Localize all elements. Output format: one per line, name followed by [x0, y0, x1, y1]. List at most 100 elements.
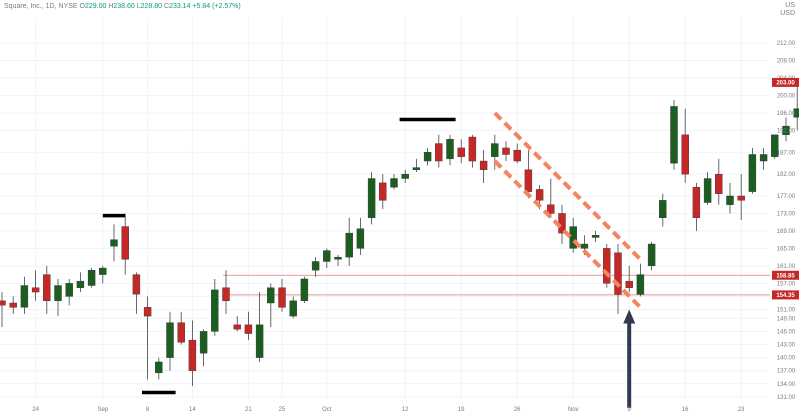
ohlc-label-o: O	[79, 3, 85, 10]
candle-body[interactable]	[535, 189, 544, 201]
candle-body[interactable]	[446, 138, 454, 160]
candle-body[interactable]	[65, 283, 73, 297]
candle-body[interactable]	[166, 322, 174, 358]
candle-body[interactable]	[367, 178, 376, 219]
candle-body[interactable]	[155, 361, 163, 374]
candle-body[interactable]	[647, 243, 656, 267]
y-tick-label: 169.00	[777, 229, 796, 235]
candle-body[interactable]	[345, 232, 353, 258]
x-tick-label: 21	[245, 407, 252, 413]
candle-body[interactable]	[782, 125, 790, 136]
candle-body[interactable]	[199, 331, 208, 354]
candle-body[interactable]	[703, 178, 712, 203]
candle-body[interactable]	[390, 178, 398, 188]
candle-body[interactable]	[323, 250, 331, 262]
arrow-up-icon	[623, 309, 636, 324]
candle-body[interactable]	[188, 339, 197, 371]
candle-body[interactable]	[110, 239, 118, 247]
candle-body[interactable]	[423, 152, 432, 162]
candle-body[interactable]	[31, 287, 40, 293]
y-tick-label: 149.00	[777, 316, 796, 322]
ohlc-label-l: L	[134, 3, 141, 10]
candle-body[interactable]	[569, 226, 577, 249]
y-tick-label: 143.00	[777, 342, 796, 348]
candle-body[interactable]	[603, 248, 611, 284]
price-change: +5.84 (+2.57%)	[192, 3, 241, 10]
ohlc-value-h: 238.60	[113, 3, 135, 10]
candle-body[interactable]	[659, 200, 667, 219]
candle-body[interactable]	[278, 287, 286, 308]
candle-body[interactable]	[636, 274, 645, 295]
candle-body[interactable]	[748, 154, 757, 192]
candle-body[interactable]	[267, 287, 275, 304]
candle-body[interactable]	[435, 143, 443, 162]
x-tick-label: 26	[514, 407, 521, 413]
candle-body[interactable]	[20, 285, 29, 308]
x-tick-label: 8	[146, 407, 150, 413]
candle-body[interactable]	[0, 300, 6, 306]
x-tick-label: Nov	[568, 407, 579, 413]
candle-body[interactable]	[412, 167, 421, 170]
candle-body[interactable]	[300, 278, 309, 302]
candle-body[interactable]	[771, 134, 779, 157]
candle-body[interactable]	[211, 289, 219, 332]
candle-body[interactable]	[524, 169, 533, 192]
y-tick-label: 165.00	[777, 246, 796, 252]
candle-body[interactable]	[132, 274, 141, 295]
candle-body[interactable]	[334, 256, 342, 260]
candle-body[interactable]	[54, 285, 62, 302]
currency-label[interactable]: US USD	[775, 2, 795, 18]
candle-body[interactable]	[401, 173, 409, 179]
candle-body[interactable]	[121, 226, 129, 260]
candle-body[interactable]	[356, 228, 365, 249]
currency-line: US	[785, 2, 795, 9]
x-tick-label: 12	[402, 407, 409, 413]
price-level-tag	[772, 290, 799, 300]
candle-body[interactable]	[289, 300, 297, 317]
x-tick-label: 24	[32, 407, 39, 413]
candle-body[interactable]	[222, 287, 230, 302]
y-tick-label: 196.00	[777, 111, 796, 117]
candle-body[interactable]	[379, 182, 387, 201]
candle-body[interactable]	[547, 204, 555, 214]
candle-body[interactable]	[670, 106, 678, 164]
candle-body[interactable]	[457, 147, 465, 157]
candle-body[interactable]	[591, 235, 600, 238]
candle-body[interactable]	[715, 173, 723, 194]
candle-body[interactable]	[793, 108, 799, 118]
candle-body[interactable]	[76, 280, 85, 288]
candle-body[interactable]	[491, 143, 499, 157]
candle-body[interactable]	[614, 252, 622, 295]
candle-body[interactable]	[177, 322, 185, 343]
x-tick-label: 9	[628, 407, 632, 413]
candle-body[interactable]	[681, 134, 689, 175]
y-tick-label: 177.00	[777, 194, 796, 200]
x-tick-label: Sep	[97, 407, 108, 413]
x-tick-label: 19	[458, 407, 465, 413]
candle-body[interactable]	[692, 187, 701, 219]
candle-body[interactable]	[580, 243, 589, 249]
candle-body[interactable]	[143, 307, 152, 317]
candle-body[interactable]	[502, 147, 510, 155]
symbol-title: Square, Inc., 1D, NYSE	[4, 3, 78, 10]
candle-body[interactable]	[311, 261, 320, 271]
candle-body[interactable]	[233, 324, 241, 330]
candle-body[interactable]	[726, 195, 734, 205]
candle-body[interactable]	[759, 154, 768, 162]
candle-body[interactable]	[468, 136, 477, 162]
candle-body[interactable]	[43, 274, 51, 302]
candle-body[interactable]	[737, 195, 745, 201]
candle-body[interactable]	[87, 270, 96, 286]
candle-body[interactable]	[625, 280, 633, 288]
candle-body[interactable]	[9, 302, 17, 308]
ohlc-values: O229.00 H238.60 L228.80 C233.14	[80, 3, 193, 10]
y-tick-label: 200.00	[777, 94, 796, 100]
candle-body[interactable]	[244, 324, 253, 334]
candle-body[interactable]	[479, 160, 488, 170]
candle-body[interactable]	[255, 324, 264, 358]
ohlc-value-l: 228.80	[140, 3, 163, 10]
y-tick-label: 173.00	[777, 211, 796, 217]
candle-body[interactable]	[99, 267, 107, 275]
candle-body[interactable]	[513, 149, 521, 162]
